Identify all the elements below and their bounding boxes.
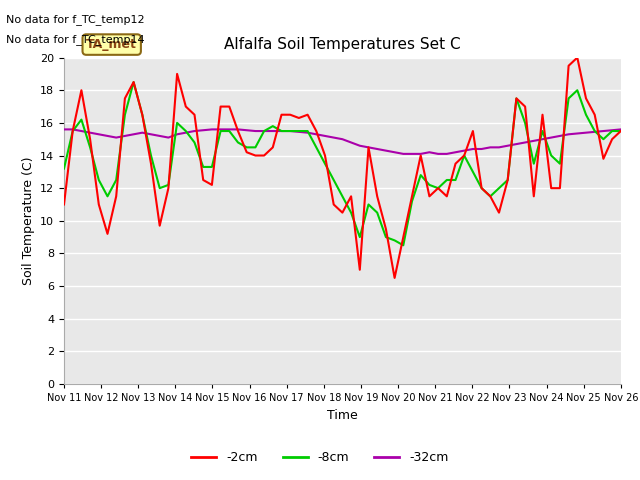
Title: Alfalfa Soil Temperatures Set C: Alfalfa Soil Temperatures Set C	[224, 37, 461, 52]
X-axis label: Time: Time	[327, 408, 358, 421]
Legend: -2cm, -8cm, -32cm: -2cm, -8cm, -32cm	[186, 446, 454, 469]
Text: No data for f_TC_temp14: No data for f_TC_temp14	[6, 34, 145, 45]
Text: TA_met: TA_met	[86, 38, 137, 51]
Y-axis label: Soil Temperature (C): Soil Temperature (C)	[22, 156, 35, 285]
Text: No data for f_TC_temp12: No data for f_TC_temp12	[6, 14, 145, 25]
